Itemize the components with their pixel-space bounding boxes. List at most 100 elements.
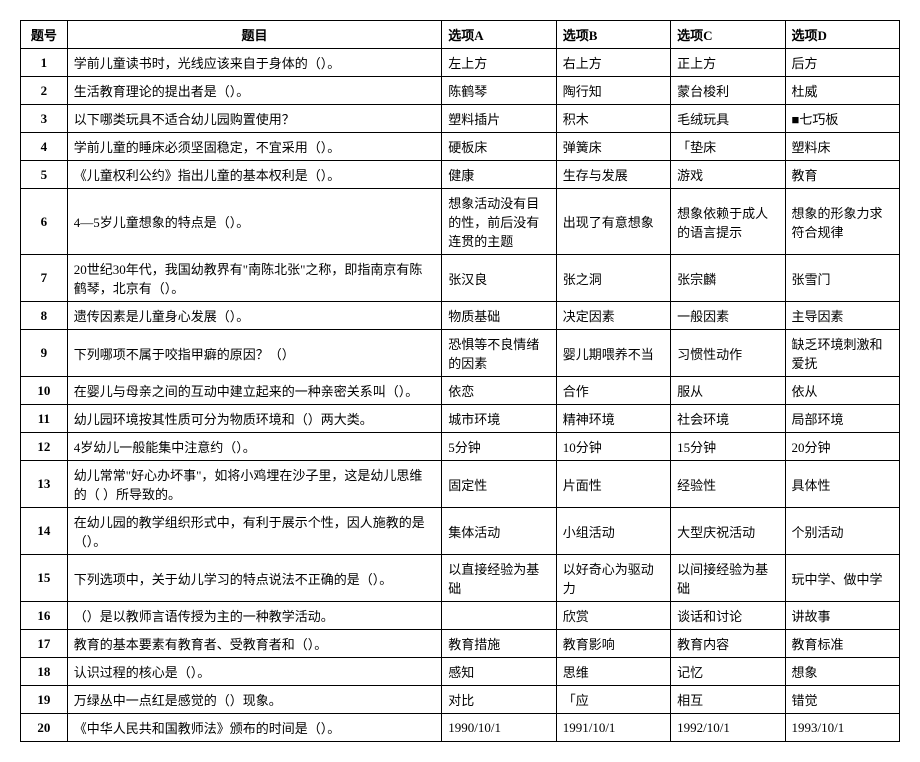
cell-opt-d: 局部环境 <box>785 405 899 433</box>
header-optB: 选项B <box>556 21 670 49</box>
table-row: 4学前儿童的睡床必须坚固稳定，不宜采用（）。硬板床弹簧床「垫床塑料床 <box>21 133 900 161</box>
cell-num: 13 <box>21 461 68 508</box>
cell-opt-d: 塑料床 <box>785 133 899 161</box>
cell-num: 12 <box>21 433 68 461</box>
table-row: 17教育的基本要素有教育者、受教育者和（）。教育措施教育影响教育内容教育标准 <box>21 630 900 658</box>
cell-num: 8 <box>21 302 68 330</box>
cell-opt-a: 感知 <box>442 658 556 686</box>
cell-num: 4 <box>21 133 68 161</box>
table-row: 20《中华人民共和国教师法》颁布的时间是（）。1990/10/11991/10/… <box>21 714 900 742</box>
cell-opt-a: 教育措施 <box>442 630 556 658</box>
table-row: 15下列选项中，关于幼儿学习的特点说法不正确的是（）。以直接经验为基 础以好奇心… <box>21 555 900 602</box>
cell-opt-c: 记忆 <box>671 658 785 686</box>
cell-question: 4—5岁儿童想象的特点是（）。 <box>67 189 441 255</box>
table-row: 16（）是以教师言语传授为主的一种教学活动。欣赏谈话和讨论讲故事 <box>21 602 900 630</box>
cell-opt-a: 5分钟 <box>442 433 556 461</box>
cell-num: 15 <box>21 555 68 602</box>
header-optC: 选项C <box>671 21 785 49</box>
cell-question: 学前儿童的睡床必须坚固稳定，不宜采用（）。 <box>67 133 441 161</box>
cell-question: 《中华人民共和国教师法》颁布的时间是（）。 <box>67 714 441 742</box>
cell-opt-a <box>442 602 556 630</box>
table-header-row: 题号 题目 选项A 选项B 选项C 选项D <box>21 21 900 49</box>
cell-opt-c: 服从 <box>671 377 785 405</box>
table-row: 9下列哪项不属于咬指甲癖的原因？（）恐惧等不良情绪 的因素婴儿期喂养不当习惯性动… <box>21 330 900 377</box>
cell-num: 18 <box>21 658 68 686</box>
cell-num: 7 <box>21 255 68 302</box>
cell-opt-d: 1993/10/1 <box>785 714 899 742</box>
cell-opt-c: 毛绒玩具 <box>671 105 785 133</box>
cell-opt-d: 具体性 <box>785 461 899 508</box>
table-row: 10在婴儿与母亲之间的互动中建立起来的一种亲密关系叫（）。依恋合作服从依从 <box>21 377 900 405</box>
cell-opt-c: 「垫床 <box>671 133 785 161</box>
header-num: 题号 <box>21 21 68 49</box>
table-row: 1学前儿童读书时，光线应该来自于身体的（）。左上方右上方正上方后方 <box>21 49 900 77</box>
cell-opt-c: 相互 <box>671 686 785 714</box>
cell-opt-d: 玩中学、做中学 <box>785 555 899 602</box>
cell-opt-a: 固定性 <box>442 461 556 508</box>
cell-opt-b: 出现了有意想象 <box>556 189 670 255</box>
question-table: 题号 题目 选项A 选项B 选项C 选项D 1学前儿童读书时，光线应该来自于身体… <box>20 20 900 742</box>
cell-question: 《儿童权利公约》指出儿童的基本权利是（）。 <box>67 161 441 189</box>
cell-opt-a: 物质基础 <box>442 302 556 330</box>
cell-opt-b: 婴儿期喂养不当 <box>556 330 670 377</box>
cell-opt-a: 张汉良 <box>442 255 556 302</box>
cell-opt-a: 恐惧等不良情绪 的因素 <box>442 330 556 377</box>
table-row: 11幼儿园环境按其性质可分为物质环境和（）两大类。城市环境精神环境社会环境局部环… <box>21 405 900 433</box>
cell-question: 在婴儿与母亲之间的互动中建立起来的一种亲密关系叫（）。 <box>67 377 441 405</box>
cell-opt-b: 陶行知 <box>556 77 670 105</box>
cell-question: 20世纪30年代，我国幼教界有"南陈北张"之称，即指南京有陈鹤琴，北京有（）。 <box>67 255 441 302</box>
cell-num: 20 <box>21 714 68 742</box>
cell-question: 在幼儿园的教学组织形式中，有利于展示个性，因人施教的是（）。 <box>67 508 441 555</box>
cell-num: 2 <box>21 77 68 105</box>
cell-opt-a: 想象活动没有目 的性，前后没有 连贯的主题 <box>442 189 556 255</box>
table-row: 8遗传因素是儿童身心发展（）。物质基础决定因素一般因素主导因素 <box>21 302 900 330</box>
cell-opt-b: 以好奇心为驱动力 <box>556 555 670 602</box>
cell-opt-b: 欣赏 <box>556 602 670 630</box>
cell-opt-d: 后方 <box>785 49 899 77</box>
cell-opt-b: 生存与发展 <box>556 161 670 189</box>
cell-opt-d: 讲故事 <box>785 602 899 630</box>
cell-opt-a: 对比 <box>442 686 556 714</box>
cell-opt-a: 塑料插片 <box>442 105 556 133</box>
cell-question: 4岁幼儿一般能集中注意约（）。 <box>67 433 441 461</box>
header-optD: 选项D <box>785 21 899 49</box>
cell-num: 10 <box>21 377 68 405</box>
table-row: 64—5岁儿童想象的特点是（）。想象活动没有目 的性，前后没有 连贯的主题出现了… <box>21 189 900 255</box>
cell-question: 万绿丛中一点红是感觉的（）现象。 <box>67 686 441 714</box>
cell-opt-c: 一般因素 <box>671 302 785 330</box>
cell-opt-b: 决定因素 <box>556 302 670 330</box>
cell-opt-c: 游戏 <box>671 161 785 189</box>
cell-opt-b: 合作 <box>556 377 670 405</box>
cell-question: 下列选项中，关于幼儿学习的特点说法不正确的是（）。 <box>67 555 441 602</box>
cell-opt-d: 个别活动 <box>785 508 899 555</box>
cell-opt-b: 1991/10/1 <box>556 714 670 742</box>
cell-opt-b: 10分钟 <box>556 433 670 461</box>
cell-opt-d: 张雪门 <box>785 255 899 302</box>
header-question: 题目 <box>67 21 441 49</box>
cell-opt-a: 1990/10/1 <box>442 714 556 742</box>
cell-num: 1 <box>21 49 68 77</box>
cell-opt-c: 正上方 <box>671 49 785 77</box>
cell-question: 学前儿童读书时，光线应该来自于身体的（）。 <box>67 49 441 77</box>
cell-opt-a: 硬板床 <box>442 133 556 161</box>
cell-opt-d: 20分钟 <box>785 433 899 461</box>
table-row: 2生活教育理论的提出者是（）。陈鹤琴陶行知蒙台梭利杜威 <box>21 77 900 105</box>
cell-opt-c: 蒙台梭利 <box>671 77 785 105</box>
cell-opt-b: 右上方 <box>556 49 670 77</box>
header-optA: 选项A <box>442 21 556 49</box>
cell-opt-c: 教育内容 <box>671 630 785 658</box>
cell-question: （）是以教师言语传授为主的一种教学活动。 <box>67 602 441 630</box>
cell-question: 以下哪类玩具不适合幼儿园购置使用？ <box>67 105 441 133</box>
cell-opt-d: 教育标准 <box>785 630 899 658</box>
cell-opt-d: 主导因素 <box>785 302 899 330</box>
cell-num: 16 <box>21 602 68 630</box>
table-row: 3以下哪类玩具不适合幼儿园购置使用？塑料插片积木毛绒玩具■七巧板 <box>21 105 900 133</box>
cell-opt-d: 缺乏环境刺激和爱抚 <box>785 330 899 377</box>
cell-num: 6 <box>21 189 68 255</box>
cell-opt-b: 教育影响 <box>556 630 670 658</box>
cell-question: 幼儿园环境按其性质可分为物质环境和（）两大类。 <box>67 405 441 433</box>
table-row: 18认识过程的核心是（）。感知思维记忆想象 <box>21 658 900 686</box>
cell-opt-a: 集体活动 <box>442 508 556 555</box>
cell-opt-c: 以间接经验为基础 <box>671 555 785 602</box>
cell-num: 19 <box>21 686 68 714</box>
